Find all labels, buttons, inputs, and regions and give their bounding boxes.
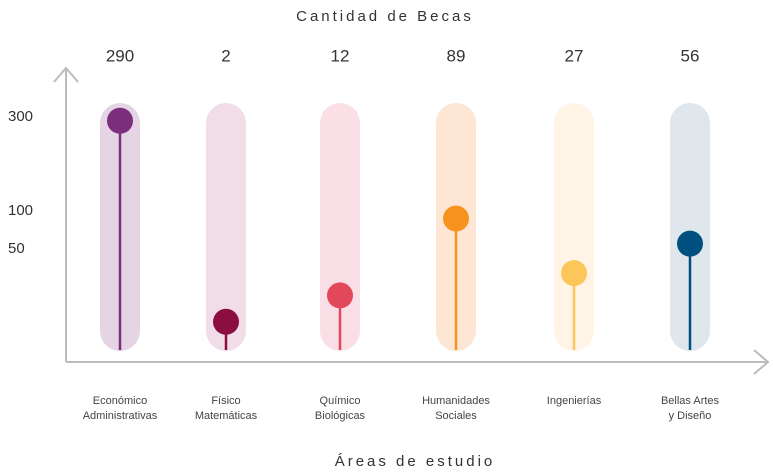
value-label: 12	[331, 46, 350, 65]
x-tick-line: Administrativas	[83, 410, 158, 422]
value-label: 27	[565, 46, 584, 65]
chart-title: Cantidad de Becas	[296, 8, 474, 25]
x-tick-line: Biológicas	[315, 410, 366, 422]
x-tick-line: Ingenierías	[547, 395, 602, 407]
x-tick-label: Humanidades Sociales	[422, 395, 490, 422]
x-tick-line: y Diseño	[669, 410, 712, 422]
x-tick-line: Humanidades	[422, 395, 490, 407]
dot	[443, 205, 469, 232]
track	[670, 103, 710, 351]
x-tick-line: Bellas Artes	[661, 395, 720, 407]
x-tick-label: Ingenierías	[547, 395, 602, 407]
x-tick-line: Físico	[211, 395, 240, 407]
value-label: 2	[221, 46, 230, 65]
x-tick-line: Sociales	[435, 410, 477, 422]
y-tick-label: 300	[8, 108, 33, 125]
x-tick-line: Químico	[320, 395, 361, 407]
axes	[53, 66, 770, 375]
dot	[327, 282, 353, 309]
value-label: 89	[447, 46, 466, 65]
y-arrow	[53, 66, 79, 83]
dot	[213, 308, 239, 335]
x-tick-label: Físico Matemáticas	[195, 395, 258, 422]
x-tick-line: Matemáticas	[195, 410, 258, 422]
x-arrow	[753, 349, 770, 375]
y-tick-label: 100	[8, 202, 33, 219]
x-axis-title: Áreas de estudio	[335, 453, 496, 470]
track	[554, 103, 594, 351]
value-label: 56	[681, 46, 700, 65]
x-tick-label: Químico Biológicas	[315, 395, 366, 422]
dot	[677, 230, 703, 257]
x-tick-line: Económico	[93, 395, 147, 407]
x-tick-label: Económico Administrativas	[83, 395, 158, 422]
dot	[107, 107, 133, 134]
y-tick-label: 50	[8, 240, 25, 257]
x-tick-label: Bellas Artes y Diseño	[661, 395, 720, 422]
dot	[561, 260, 587, 287]
value-label: 290	[106, 46, 134, 65]
track	[206, 103, 246, 351]
